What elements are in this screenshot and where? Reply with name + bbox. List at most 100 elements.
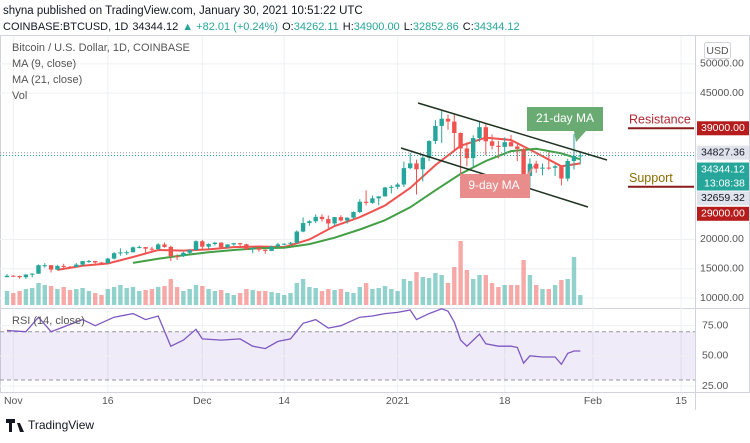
volume-bar: [74, 289, 79, 305]
price: 34344.12: [132, 21, 178, 33]
volume-bar: [237, 293, 243, 305]
candle-body: [256, 247, 262, 250]
candle-body: [294, 231, 299, 243]
volume-bar: [376, 288, 381, 305]
volume-bar: [231, 295, 236, 305]
volume-bar: [464, 270, 470, 305]
price-badge: [697, 162, 749, 177]
volume-bar: [414, 272, 419, 305]
volume-bar: [193, 285, 199, 305]
currency-box[interactable]: [704, 42, 731, 59]
y-tick-label: 45000.00: [700, 87, 744, 99]
y-tick-label: 20000.00: [700, 233, 744, 245]
annotation-box: [527, 107, 603, 142]
volume-bar: [363, 283, 369, 305]
candle-body: [408, 163, 413, 169]
candle-body: [338, 217, 344, 221]
volume-bar: [395, 291, 400, 305]
volume-bar: [489, 283, 495, 305]
volume-bar: [546, 289, 551, 305]
volume-bar: [540, 289, 545, 305]
change: ▲ +82.01 (+0.24%): [182, 21, 278, 33]
volume-bar: [263, 291, 268, 305]
candle-body: [149, 248, 155, 250]
volume-bar: [313, 288, 318, 305]
volume-bar: [294, 283, 299, 305]
volume-bar: [4, 291, 10, 305]
volume-bar: [124, 288, 129, 305]
candle-body: [496, 145, 501, 147]
volume-bar: [458, 241, 463, 305]
candle-body: [162, 244, 167, 247]
rsi-tick-label: 75.00: [702, 319, 728, 331]
volume-bar: [212, 291, 218, 305]
candle-body: [540, 167, 545, 169]
y-tick-label: 15000.00: [700, 263, 744, 275]
volume-bar: [571, 257, 577, 305]
price-badge-label: 34827.36: [701, 146, 745, 158]
candle-body: [300, 223, 306, 232]
rsi-title: RSI (14, close): [12, 315, 85, 327]
volume-bar: [55, 289, 60, 305]
volume-bar: [86, 291, 92, 305]
candle-body: [552, 166, 558, 168]
volume-bar: [105, 289, 110, 305]
volume-bar: [111, 287, 117, 305]
candle-body: [483, 127, 488, 142]
volume-bar: [338, 289, 344, 305]
volume-bar: [408, 281, 413, 305]
ohlc-key: O:: [282, 21, 294, 33]
candle-body: [99, 262, 104, 264]
candle-body: [458, 133, 463, 149]
candle-body: [357, 201, 362, 213]
volume-bar: [319, 291, 325, 305]
ohlc-key: L:: [404, 21, 413, 33]
candle-body: [111, 253, 117, 259]
currency: USD: [706, 45, 729, 57]
y-tick-label: 50000.00: [700, 58, 744, 70]
candle-body: [508, 142, 514, 147]
volume-bar: [162, 286, 167, 305]
volume-bar: [496, 287, 501, 305]
candle-body: [521, 148, 526, 176]
candle-body: [382, 187, 388, 197]
legend-entry: Vol: [12, 90, 27, 102]
volume-bar: [445, 283, 451, 305]
level-label: Support: [629, 171, 673, 185]
candle-body: [263, 249, 268, 251]
x-tick-label: 2021: [386, 395, 410, 407]
volume-bar: [452, 267, 457, 305]
candle-body: [414, 163, 419, 170]
candle-body: [288, 242, 293, 244]
volume-bar: [345, 292, 350, 305]
candle-body: [130, 247, 136, 253]
price-badge: [697, 121, 749, 136]
candle-body: [445, 118, 451, 122]
ma-line: [132, 147, 581, 264]
candle-body: [489, 141, 495, 146]
candle-body: [363, 201, 369, 203]
candle-body: [307, 221, 312, 224]
candle-body: [118, 252, 123, 254]
ohlc-value: 34262.11: [294, 21, 339, 33]
candle-body: [36, 265, 41, 274]
countdown: 13:08:38: [704, 177, 745, 189]
candle-body: [200, 241, 205, 247]
volume-bar: [401, 279, 407, 305]
volume-bar: [382, 286, 388, 305]
x-tick-label: 14: [278, 395, 290, 407]
volume-bar: [256, 291, 262, 305]
candle-body: [181, 252, 186, 257]
volume-bar: [420, 277, 425, 305]
volume-bar: [48, 286, 54, 305]
candle-body: [565, 160, 570, 179]
published-line: shyna published on TradingView.com, Janu…: [3, 5, 363, 17]
candle-body: [578, 155, 583, 157]
candle-body: [206, 244, 211, 247]
volume-bar: [326, 289, 331, 305]
candle-body: [80, 261, 85, 265]
volume-bar: [93, 293, 98, 305]
volume-bar: [502, 285, 507, 305]
candle-body: [105, 258, 110, 264]
